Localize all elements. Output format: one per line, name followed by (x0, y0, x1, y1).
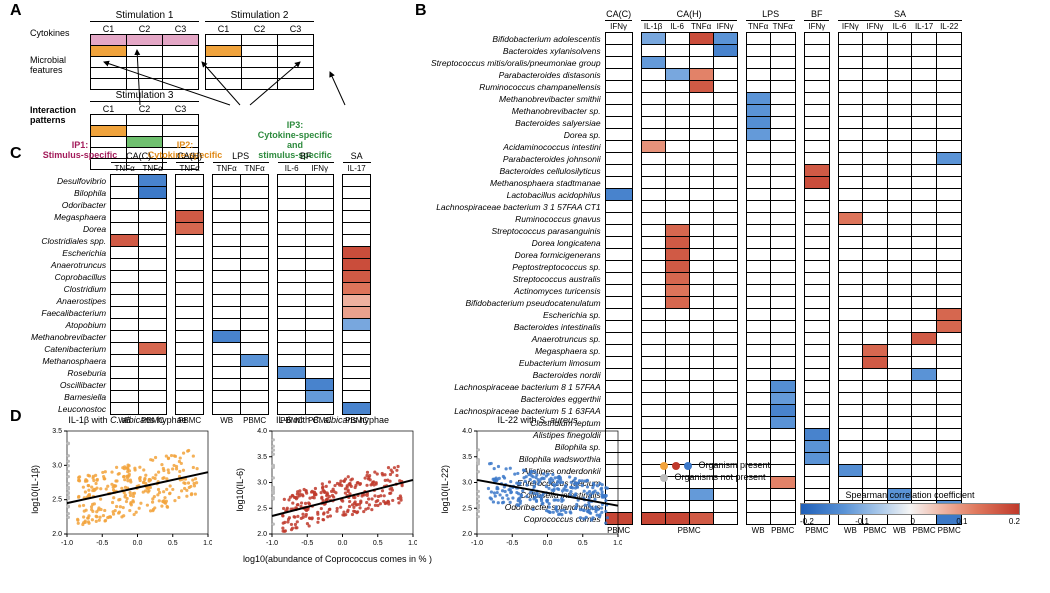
svg-text:-1.0: -1.0 (266, 540, 278, 547)
svg-text:3.0: 3.0 (462, 480, 472, 487)
panel-a: Cytokines Microbial features Interaction… (30, 10, 410, 140)
svg-text:-1.0: -1.0 (61, 540, 73, 547)
panelA-cyto-label: Cytokines (30, 28, 70, 38)
svg-text:4.0: 4.0 (462, 428, 472, 435)
svg-text:3.5: 3.5 (52, 428, 62, 435)
svg-text:2.0: 2.0 (462, 531, 472, 538)
svg-text:3.5: 3.5 (462, 454, 472, 461)
svg-text:2.5: 2.5 (257, 505, 267, 512)
figure-page: { "colormap": { "stops": [ {"v": -0.25, … (0, 0, 1050, 593)
svg-text:0.5: 0.5 (578, 540, 588, 547)
panel-d: IL-1β with C. albicans hyphaelog10(IL-1β… (30, 415, 750, 585)
svg-text:0.5: 0.5 (373, 540, 383, 547)
panel-label-b: B (415, 2, 427, 20)
legendD-absent: Organisms not present (675, 472, 766, 482)
svg-text:-0.5: -0.5 (506, 540, 518, 547)
svg-text:3.0: 3.0 (52, 462, 62, 469)
panelD-xlabel: log10(abundance of Coprococcus comes in … (30, 554, 645, 564)
legendD-present: Organism present (699, 460, 771, 470)
svg-text:-0.5: -0.5 (96, 540, 108, 547)
svg-text:0.0: 0.0 (543, 540, 553, 547)
panel-label-a: A (10, 2, 22, 20)
svg-text:3.5: 3.5 (257, 454, 267, 461)
svg-text:1.0: 1.0 (613, 540, 622, 547)
panel-label-c: C (10, 145, 22, 163)
svg-text:0.0: 0.0 (338, 540, 348, 547)
svg-text:-1.0: -1.0 (471, 540, 483, 547)
svg-text:0.5: 0.5 (168, 540, 178, 547)
svg-text:4.0: 4.0 (257, 428, 267, 435)
svg-text:2.5: 2.5 (462, 505, 472, 512)
svg-text:0.0: 0.0 (133, 540, 143, 547)
panelD-legend: Organism present Organisms not present (660, 460, 770, 482)
panel-c: CA(C)CA(H)LPSBFSATNFαTNFαTNFαTNFαTNFαIL-… (30, 150, 430, 426)
svg-text:3.0: 3.0 (257, 480, 267, 487)
svg-text:1.0: 1.0 (203, 540, 212, 547)
svg-text:2.0: 2.0 (257, 531, 267, 538)
svg-text:1.0: 1.0 (408, 540, 417, 547)
colorbar: Spearman correlation coefficient -0.2-0.… (800, 490, 1020, 526)
panelA-microbial-label: Microbial features (30, 55, 66, 75)
svg-text:2.5: 2.5 (52, 497, 62, 504)
svg-text:2.0: 2.0 (52, 531, 62, 538)
colorbar-title: Spearman correlation coefficient (800, 490, 1020, 500)
panel-label-d: D (10, 408, 22, 426)
svg-text:-0.5: -0.5 (301, 540, 313, 547)
